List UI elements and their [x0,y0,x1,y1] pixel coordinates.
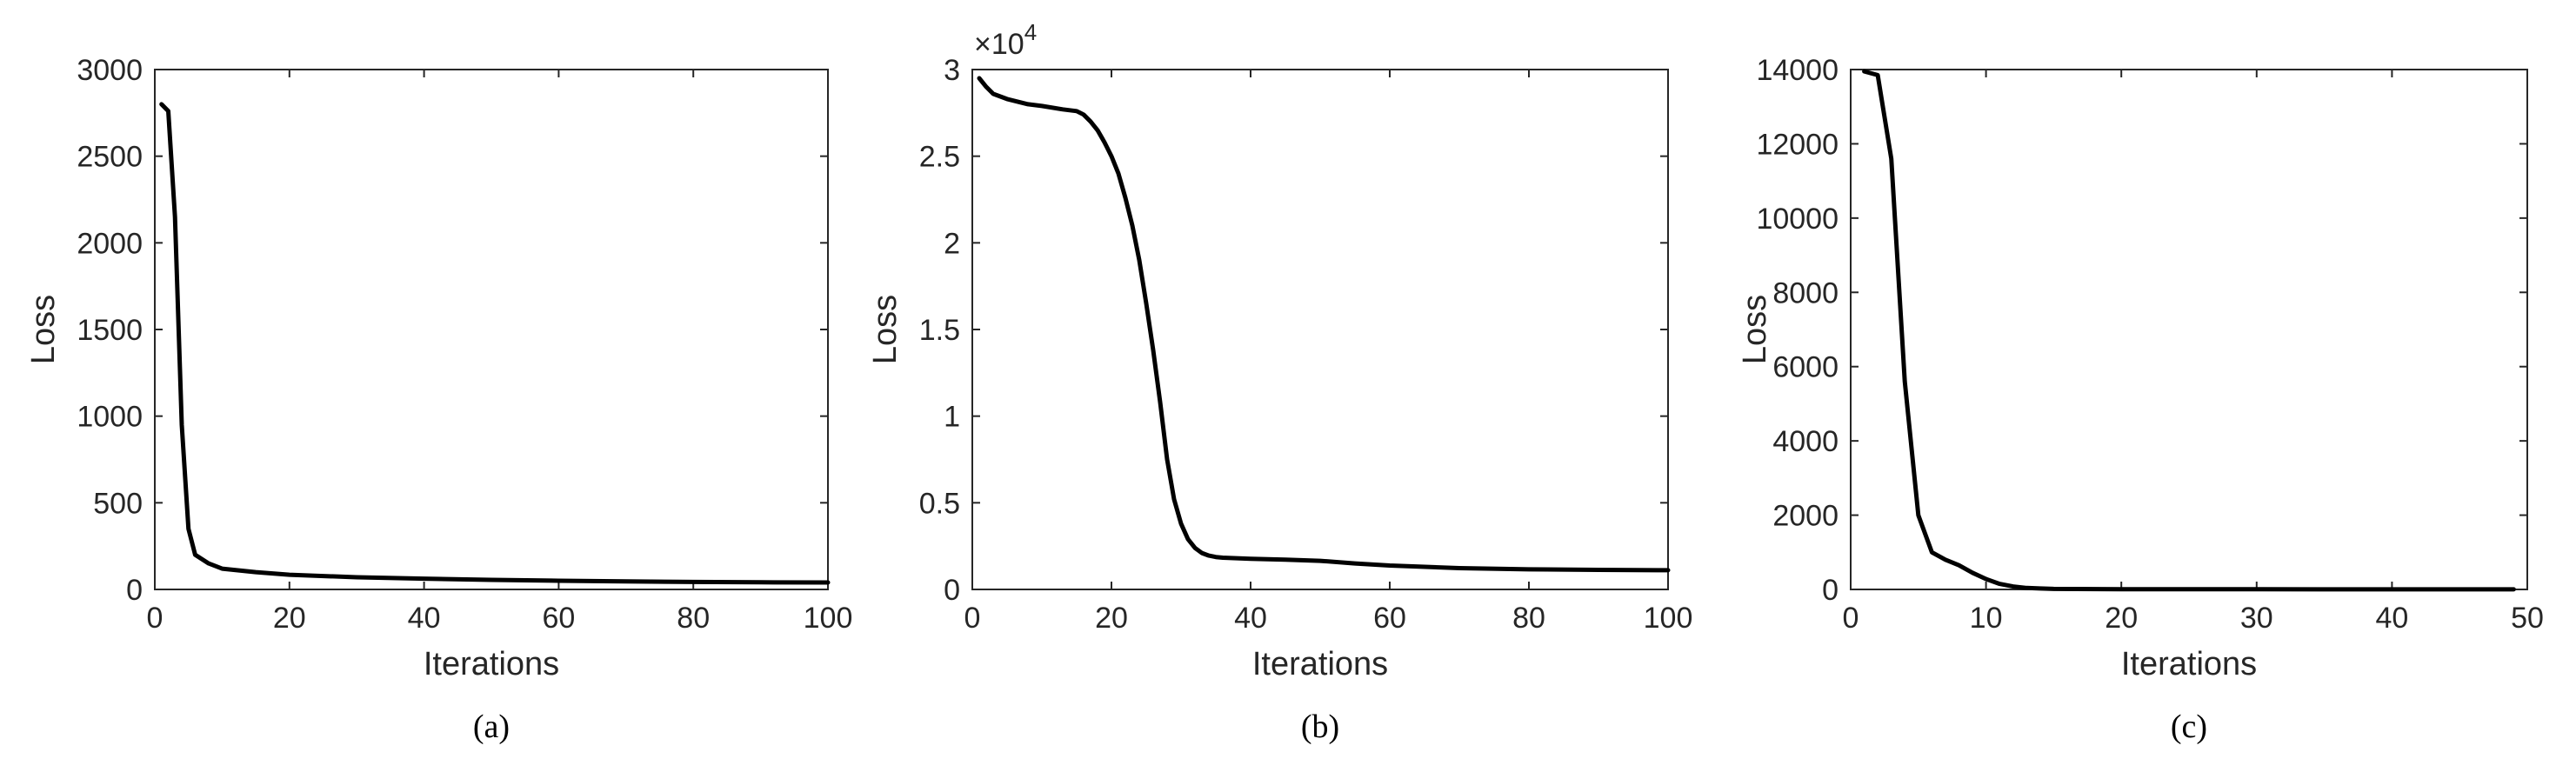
loss-series-line [977,76,1671,573]
loss-series-line [159,102,831,585]
axes-box [971,69,1669,590]
panel-caption: (a) [473,709,510,745]
loss-series-line [1862,69,2516,592]
y-tick-label: 0 [944,574,960,607]
y-tick-label: 2000 [77,227,143,260]
y-tick-label: 2.5 [919,141,960,174]
x-tick-label: 40 [1234,602,1267,635]
panel-a: 0 20 40 60 80 100050010001500200025003000Iter… [25,54,852,745]
panel-c: 0 10 20 30 40 50 0 2000 4000 6000 8000 10000 12000 14… [1737,54,2544,745]
axes-box [1850,69,2528,590]
x-tick-label: 100 [804,602,853,635]
y-tick-label: 0 [1822,574,1839,607]
y-tick-label: 14000 [1756,54,1839,87]
x-tick-label: 80 [677,602,710,635]
y-tick-label: 3 [944,54,960,87]
x-axis-label: Iterations [2121,646,2257,682]
y-exponent-power: 4 [1024,19,1037,45]
y-tick-label: 10000 [1756,203,1839,236]
x-tick-label: 20 [1095,602,1128,635]
x-tick-label: 40 [2375,602,2408,635]
x-tick-label: 60 [1373,602,1406,635]
x-tick-label: 0 [964,602,981,635]
x-tick-label: 30 [2240,602,2273,635]
y-tick-label: 4000 [1772,425,1839,458]
x-tick-label: 100 [1644,602,1693,635]
y-exponent-base: ×10 [974,28,1024,61]
y-axis-label: Loss [1737,295,1773,364]
x-tick-label: 0 [1843,602,1859,635]
panel-caption: (c) [2171,709,2207,745]
panel-b: 0 20 40 60 80 100 0 0.5 1 1.5 2 2.5 3 ×104 Iterations L… [867,19,1692,745]
x-tick-label: 20 [2105,602,2138,635]
y-tick-label: 2 [944,227,960,260]
y-tick-label: 8000 [1772,276,1839,309]
panel-caption: (b) [1301,709,1339,745]
y-tick-label: 0.5 [919,487,960,520]
x-tick-label: 80 [1512,602,1545,635]
x-tick-label: 0 [147,602,164,635]
x-tick-label: 10 [1970,602,2003,635]
y-axis-label: Loss [867,295,904,364]
y-exponent-label: ×104 [974,19,1037,61]
x-tick-label: 50 [2511,602,2544,635]
x-axis-label: Iterations [1252,646,1388,682]
y-tick-label: 1 [944,401,960,434]
axes-box [154,69,829,590]
y-tick-label: 3000 [77,54,143,87]
y-tick-label: 2000 [1772,500,1839,533]
y-tick-label: 12000 [1756,128,1839,161]
y-tick-label: 1000 [77,401,143,434]
x-axis-label: Iterations [424,646,559,682]
y-tick-label: 2500 [77,141,143,174]
y-tick-label: 0 [126,574,143,607]
x-tick-label: 40 [408,602,441,635]
x-tick-label: 60 [542,602,575,635]
y-tick-label: 500 [93,487,143,520]
y-axis-label: Loss [25,295,62,364]
y-tick-label: 6000 [1772,351,1839,384]
x-tick-label: 20 [273,602,306,635]
y-tick-label: 1500 [77,314,143,347]
y-tick-label: 1.5 [919,314,960,347]
